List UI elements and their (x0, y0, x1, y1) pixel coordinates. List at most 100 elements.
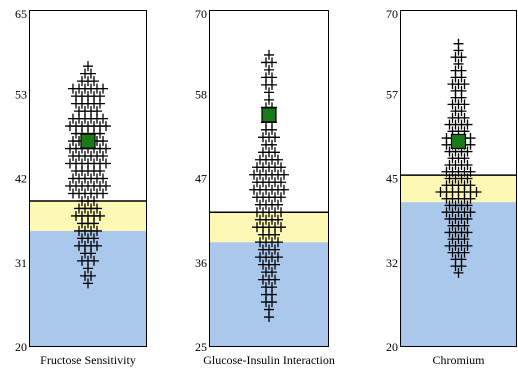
data-point (462, 240, 473, 251)
data-point (89, 233, 99, 244)
data-point (276, 192, 286, 203)
data-point (86, 68, 96, 79)
data-point (270, 244, 280, 255)
data-point (92, 240, 102, 251)
data-point (456, 85, 467, 96)
y-tick-label: 31 (15, 256, 27, 270)
data-point (98, 113, 108, 124)
data-point (98, 188, 108, 199)
y-tick-label: 42 (15, 172, 27, 186)
data-point (465, 166, 476, 177)
data-point (89, 195, 99, 206)
data-point (267, 267, 277, 278)
data-point (273, 154, 283, 165)
data-point (456, 254, 467, 265)
data-point (273, 237, 283, 248)
data-point (459, 220, 470, 231)
y-tick-label: 20 (386, 340, 398, 354)
data-point (465, 180, 476, 191)
data-point (276, 177, 286, 188)
data-point (267, 72, 277, 83)
patient-marker (80, 133, 96, 149)
data-point (276, 207, 286, 218)
data-point (465, 207, 476, 218)
y-tick-label: 20 (15, 340, 27, 354)
data-point (453, 58, 464, 69)
data-point (98, 136, 108, 147)
data-point (462, 173, 473, 184)
data-point (86, 270, 96, 281)
data-point (462, 119, 473, 130)
x-axis-label: Chromium (432, 353, 485, 367)
chart-panel-1: 20 31 42 53 65 Fructose Sensitivity (15, 7, 147, 367)
data-point (456, 52, 467, 63)
data-point (279, 184, 289, 195)
y-tick-label: 70 (386, 7, 398, 21)
data-point (264, 64, 274, 75)
y-tick-label: 47 (195, 172, 207, 186)
data-point (462, 146, 473, 157)
data-point (465, 133, 476, 144)
data-point (267, 282, 277, 293)
data-point (83, 61, 93, 72)
data-point (264, 49, 274, 60)
data-point (101, 158, 111, 169)
patient-marker (261, 107, 277, 123)
y-tick-label: 65 (15, 7, 27, 21)
y-tick-label: 70 (195, 7, 207, 21)
data-point (456, 106, 467, 117)
data-point (273, 252, 283, 263)
data-point (270, 147, 280, 158)
data-point (264, 304, 274, 315)
y-tick-label: 25 (195, 340, 207, 354)
data-point (101, 180, 111, 191)
data-point (89, 76, 99, 87)
data-point (459, 112, 470, 123)
data-point (270, 259, 280, 270)
data-point (459, 247, 470, 258)
data-point (92, 225, 102, 236)
data-point (270, 274, 280, 285)
data-point (92, 203, 102, 214)
data-point (83, 278, 93, 289)
data-point (95, 210, 105, 221)
data-point (462, 160, 473, 171)
data-point (462, 213, 473, 224)
band-blue (29, 230, 147, 347)
data-point (273, 199, 283, 210)
data-point (95, 91, 105, 102)
data-point (92, 106, 102, 117)
chart-panel-2: 25 36 47 58 70 Glucose-Insulin Interaction (195, 7, 335, 367)
chart-panel-3: 20 32 45 57 70 Chromium (386, 7, 517, 367)
plot-frame (29, 10, 147, 347)
data-point (98, 151, 108, 162)
data-point (459, 79, 470, 90)
data-point (279, 169, 289, 180)
data-point (98, 83, 108, 94)
y-tick-label: 58 (195, 87, 207, 101)
patient-marker (450, 133, 467, 150)
data-point (459, 153, 470, 164)
data-point (101, 143, 111, 154)
data-point (276, 222, 286, 233)
data-point (456, 65, 467, 76)
data-point (462, 200, 473, 211)
y-tick-label: 53 (15, 87, 27, 101)
data-point (89, 255, 99, 266)
data-point (471, 186, 482, 197)
data-point (462, 227, 473, 238)
data-point (264, 87, 274, 98)
y-tick-label: 57 (386, 87, 398, 101)
y-tick-label: 36 (195, 256, 207, 270)
plot-frame (400, 10, 517, 347)
y-tick-label: 32 (386, 256, 398, 270)
data-point (459, 99, 470, 110)
data-point (270, 132, 280, 143)
data-point (267, 57, 277, 68)
data-point (453, 267, 464, 278)
data-point (267, 139, 277, 150)
data-point (101, 121, 111, 132)
plot-frame (209, 10, 329, 347)
x-axis-label: Fructose Sensitivity (40, 353, 136, 367)
